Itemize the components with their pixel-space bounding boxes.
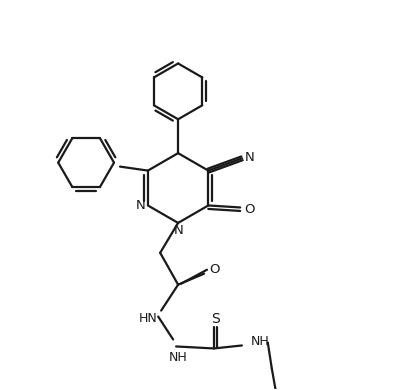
Text: N: N [245,151,255,164]
Text: N: N [174,224,184,238]
Text: NH: NH [169,351,188,364]
Text: HN: HN [139,312,158,325]
Text: NH: NH [250,335,269,348]
Text: N: N [136,199,146,212]
Text: S: S [211,312,220,326]
Text: O: O [210,263,220,276]
Text: O: O [244,203,254,216]
